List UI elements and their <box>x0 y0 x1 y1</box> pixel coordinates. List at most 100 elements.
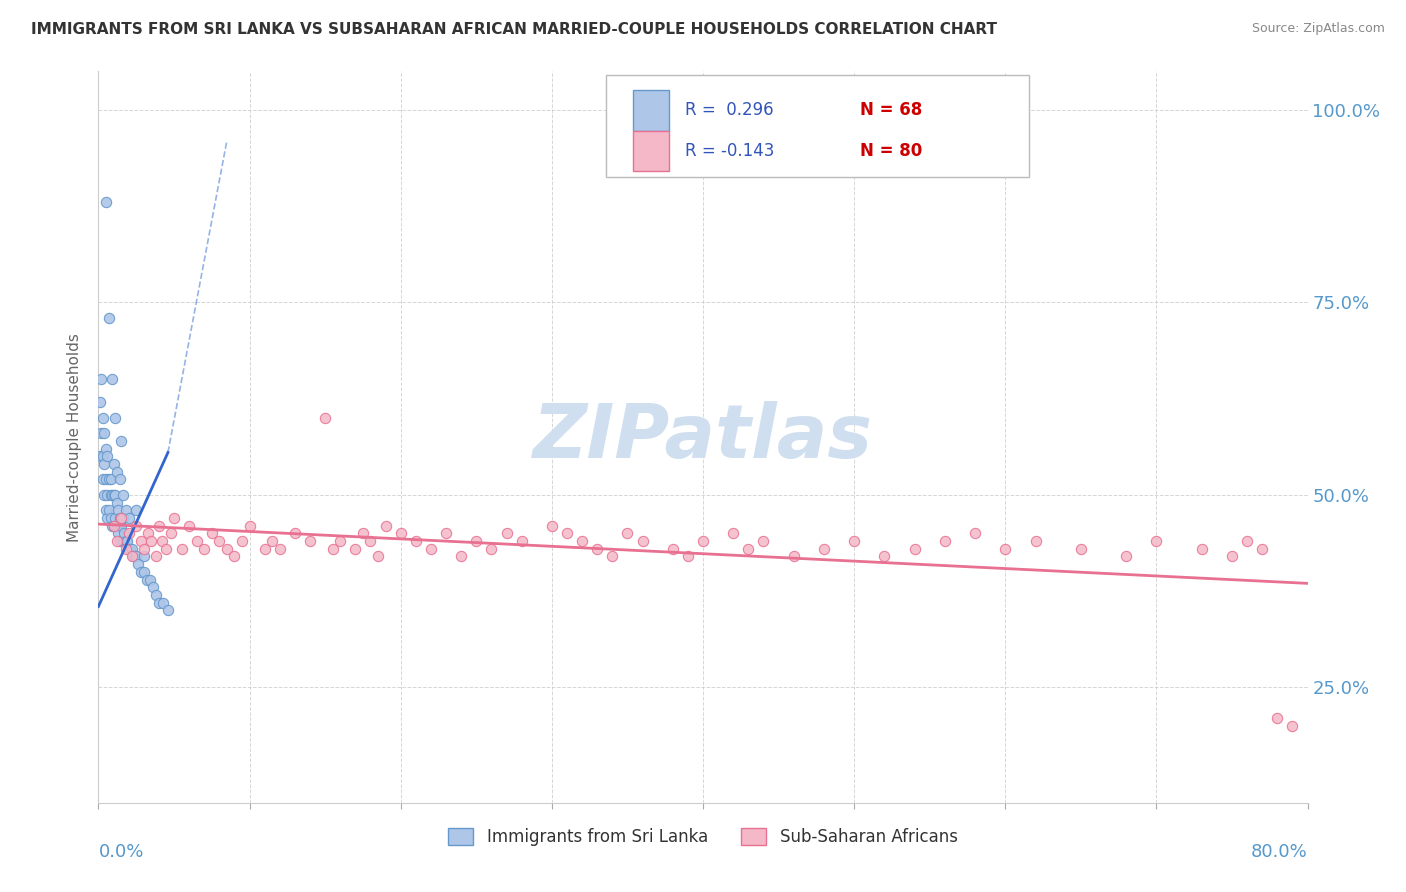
Point <box>91 472 114 486</box>
Point <box>405 534 427 549</box>
Point <box>186 534 208 549</box>
Point <box>114 541 136 556</box>
Point <box>100 511 122 525</box>
Text: ZIPatlas: ZIPatlas <box>533 401 873 474</box>
Point <box>122 549 145 564</box>
Point <box>93 426 115 441</box>
Point <box>676 549 699 564</box>
Point <box>101 518 124 533</box>
Point <box>450 549 472 564</box>
Point <box>91 450 114 464</box>
Point <box>94 472 117 486</box>
Point <box>156 603 179 617</box>
Point <box>193 541 215 556</box>
Point <box>253 541 276 556</box>
Point <box>111 511 134 525</box>
Point <box>142 580 165 594</box>
Point <box>752 534 775 549</box>
Point <box>118 511 141 525</box>
Point <box>434 526 457 541</box>
Point <box>179 518 201 533</box>
Point <box>314 410 336 425</box>
Point <box>586 541 609 556</box>
Point <box>352 526 374 541</box>
Point <box>510 534 533 549</box>
Point <box>208 534 231 549</box>
Point <box>201 526 224 541</box>
Point <box>1251 541 1274 556</box>
Point <box>96 511 118 525</box>
Point <box>139 573 162 587</box>
Point <box>231 534 253 549</box>
Point <box>132 549 155 564</box>
Point <box>132 565 155 579</box>
Point <box>93 457 115 471</box>
Point <box>723 526 745 541</box>
Legend: Immigrants from Sri Lanka, Sub-Saharan Africans: Immigrants from Sri Lanka, Sub-Saharan A… <box>441 822 965 853</box>
Point <box>152 596 174 610</box>
Point <box>360 534 382 549</box>
Point <box>813 541 835 556</box>
Point <box>1024 534 1046 549</box>
Point <box>121 549 143 564</box>
Text: R =  0.296: R = 0.296 <box>685 102 773 120</box>
Point <box>115 534 138 549</box>
Point <box>994 541 1017 556</box>
Point <box>262 534 284 549</box>
Point <box>103 518 125 533</box>
Point <box>367 549 389 564</box>
Point <box>329 534 352 549</box>
Point <box>107 526 129 541</box>
Point <box>163 511 186 525</box>
Point <box>103 457 125 471</box>
Point <box>98 472 121 486</box>
Point <box>100 488 122 502</box>
Point <box>118 526 141 541</box>
Point <box>90 426 112 441</box>
Point <box>132 541 155 556</box>
Point <box>125 518 148 533</box>
Point <box>269 541 291 556</box>
Text: IMMIGRANTS FROM SRI LANKA VS SUBSAHARAN AFRICAN MARRIED-COUPLE HOUSEHOLDS CORREL: IMMIGRANTS FROM SRI LANKA VS SUBSAHARAN … <box>31 22 997 37</box>
Point <box>844 534 866 549</box>
Point <box>96 488 118 502</box>
Point <box>934 534 956 549</box>
Point <box>737 541 759 556</box>
Point <box>100 472 122 486</box>
Bar <box>633 90 669 130</box>
Point <box>124 549 146 564</box>
Point <box>571 534 593 549</box>
Point <box>148 596 170 610</box>
Point <box>121 541 143 556</box>
Point <box>616 526 638 541</box>
Text: N = 80: N = 80 <box>860 142 922 160</box>
Point <box>89 395 111 409</box>
Point <box>98 503 121 517</box>
Point <box>661 541 683 556</box>
Point <box>555 526 578 541</box>
Point <box>105 518 128 533</box>
Point <box>1267 711 1289 725</box>
Point <box>965 526 987 541</box>
Point <box>783 549 806 564</box>
Point <box>101 488 124 502</box>
Point <box>104 410 127 425</box>
Point <box>344 541 367 556</box>
Point <box>692 534 714 549</box>
Point <box>94 195 117 210</box>
Point <box>873 549 896 564</box>
Point <box>98 310 121 325</box>
Point <box>145 549 167 564</box>
Point <box>103 518 125 533</box>
Point <box>1115 549 1137 564</box>
Point <box>540 518 562 533</box>
Point <box>104 488 127 502</box>
Point <box>103 488 125 502</box>
Y-axis label: Married-couple Households: Married-couple Households <box>67 333 83 541</box>
Point <box>108 472 131 486</box>
Point <box>322 541 344 556</box>
Point <box>904 541 927 556</box>
Point <box>1236 534 1258 549</box>
Point <box>129 534 152 549</box>
Point <box>129 565 152 579</box>
